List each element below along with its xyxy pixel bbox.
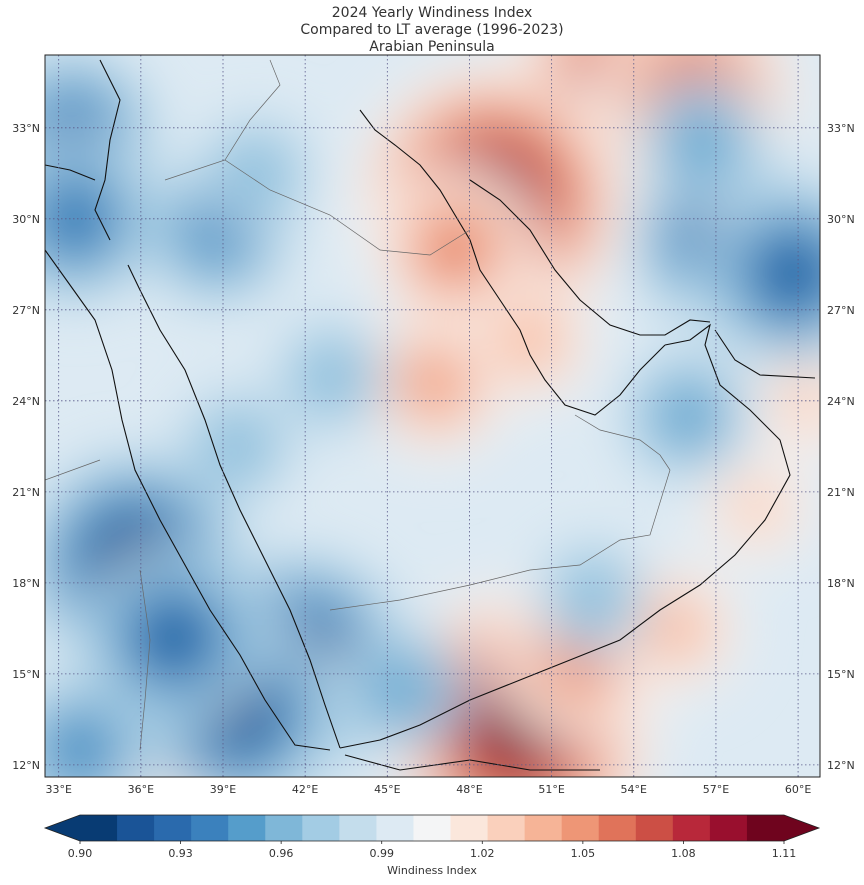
anomaly-27 (535, 541, 650, 656)
anomaly-5 (463, 274, 596, 407)
colorbar-segment (154, 815, 192, 841)
anomaly-26 (45, 674, 156, 777)
lat-tick-label-right: 30°N (827, 213, 855, 226)
lon-tick-label: 33°E (45, 783, 71, 796)
lat-tick-label-left: 18°N (12, 577, 40, 590)
lon-tick-label: 57°E (703, 783, 729, 796)
anomaly-21 (699, 180, 820, 367)
colorbar-tick-label: 1.05 (571, 847, 596, 860)
colorbar-label: Windiness Index (387, 864, 477, 877)
anomaly-9 (700, 450, 815, 565)
lat-tick-label-left: 12°N (12, 759, 40, 772)
colorbar-segment (228, 815, 266, 841)
anomaly-field (45, 55, 820, 777)
colorbar-segment (191, 815, 229, 841)
lat-tick-label-left: 21°N (12, 486, 40, 499)
lon-tick-label: 51°E (538, 783, 564, 796)
anomaly-19 (198, 116, 313, 231)
lon-tick-label: 54°E (621, 783, 647, 796)
lat-tick-label-right: 21°N (827, 486, 855, 499)
colorbar-segment (672, 815, 711, 841)
colorbar-segment (376, 815, 414, 841)
lat-tick-label-right: 33°N (827, 122, 855, 135)
anomaly-15 (80, 544, 267, 731)
colorbar-tick-label: 1.08 (671, 847, 696, 860)
lon-tick-label: 45°E (374, 783, 400, 796)
gulf-coast (359, 109, 666, 416)
lat-tick-label-left: 24°N (12, 395, 40, 408)
graticule (45, 55, 820, 777)
anomaly-22 (636, 76, 769, 209)
lon-tick-label: 48°E (456, 783, 482, 796)
colorbar-segment (413, 815, 452, 841)
oman-coast (714, 329, 816, 379)
anomaly-28 (179, 389, 294, 504)
colorbar-tick-label: 1.02 (470, 847, 495, 860)
colorbar-max-arrow (784, 815, 819, 841)
border-egypt-sudan (45, 459, 101, 481)
lat-tick-label-right: 15°N (827, 668, 855, 681)
lat-tick-label-right: 18°N (827, 577, 855, 590)
anomaly-24 (275, 319, 390, 434)
anomaly-10 (749, 343, 820, 458)
colorbar-segment (561, 815, 600, 841)
colorbar-segment (709, 815, 748, 841)
colorbar-segment (265, 815, 303, 841)
lon-tick-label: 39°E (210, 783, 236, 796)
red-sea-coast-arabia (127, 264, 341, 749)
border-saudi-yemen (329, 469, 671, 611)
border-iraq-saudi (224, 159, 471, 256)
chart-title-line-3: Arabian Peninsula (369, 39, 495, 55)
lat-tick-label-left: 30°N (12, 213, 40, 226)
colorbar-segment (598, 815, 637, 841)
colorbar-segment (524, 815, 563, 841)
colorbar-segment (117, 815, 155, 841)
sinai-coast (94, 59, 121, 241)
colorbar-segment (746, 815, 785, 841)
colorbar-tick-label: 0.93 (168, 847, 193, 860)
gulf-north-coast (469, 179, 711, 336)
lat-tick-label-left: 33°N (12, 122, 40, 135)
lon-tick-label: 60°E (785, 783, 811, 796)
lon-tick-label: 36°E (128, 783, 154, 796)
borders (45, 59, 671, 751)
border-jordan (164, 59, 281, 181)
lat-tick-label-left: 27°N (12, 304, 40, 317)
chart-title-line-1: 2024 Yearly Windiness Index (331, 5, 533, 21)
colorbar-tick-label: 0.90 (68, 847, 93, 860)
coastlines (45, 59, 816, 771)
colorbar-segment (635, 815, 674, 841)
border-sudan-ethiopia (139, 569, 151, 751)
colorbar-segment (80, 815, 118, 841)
anomaly-25 (335, 623, 468, 756)
colorbar-segment (487, 815, 526, 841)
lat-tick-label-right: 27°N (827, 304, 855, 317)
red-sea-coast-africa (45, 249, 331, 751)
anomaly-18 (142, 155, 293, 306)
colorbar-min-arrow (45, 815, 80, 841)
mediterranean-coast (45, 164, 96, 181)
lon-tick-label: 42°E (292, 783, 318, 796)
chart-title-line-2: Compared to LT average (1996-2023) (300, 22, 564, 38)
colorbar-segment (450, 815, 489, 841)
lat-tick-label-right: 24°N (827, 395, 855, 408)
anomaly-23 (622, 350, 755, 482)
colorbar-segment (339, 815, 377, 841)
colorbar: 0.90 0.93 0.96 0.99 1.02 1.05 1.08 1.11 (43, 814, 821, 860)
colorbar-segment (302, 815, 340, 841)
colorbar-tick-label: 0.96 (269, 847, 294, 860)
colorbar-tick-label: 1.11 (772, 847, 797, 860)
colorbar-tick-label: 0.99 (369, 847, 394, 860)
lat-tick-label-left: 15°N (12, 668, 40, 681)
lat-tick-label-right: 12°N (827, 759, 855, 772)
plot-frame (44, 54, 821, 778)
axis-ticks: 33°E 36°E 39°E 42°E 45°E 48°E 51°E 54°E 57°E 60°E… (12, 122, 854, 796)
south-arabia-coast (339, 323, 791, 749)
border-saudi-oman (574, 414, 671, 471)
